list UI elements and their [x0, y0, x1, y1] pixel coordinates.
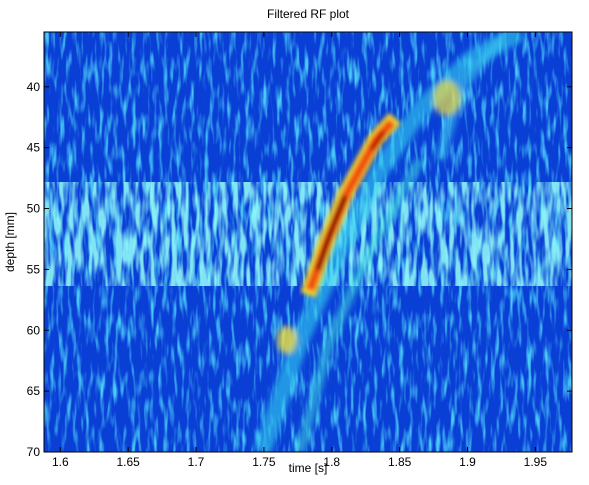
chart-title: Filtered RF plot [267, 7, 350, 21]
heatmap-image [44, 32, 572, 452]
x-tick-label: 1.8 [323, 455, 340, 469]
y-tick-label: 60 [27, 323, 41, 337]
x-tick-label: 1.7 [188, 455, 205, 469]
x-tick-label: 1.65 [116, 455, 140, 469]
y-axis-label: depth [mm] [3, 212, 17, 272]
y-tick-label: 55 [27, 262, 41, 276]
y-tick-label: 70 [27, 445, 41, 459]
x-axis-label: time [s] [289, 461, 328, 475]
y-tick-label: 40 [27, 80, 41, 94]
x-tick-label: 1.85 [388, 455, 412, 469]
y-tick-label: 45 [27, 141, 41, 155]
x-tick-label: 1.75 [252, 455, 276, 469]
y-tick-label: 65 [27, 384, 41, 398]
y-tick-label: 50 [27, 202, 41, 216]
x-tick-label: 1.6 [52, 455, 69, 469]
x-tick-label: 1.9 [459, 455, 476, 469]
x-tick-label: 1.95 [524, 455, 548, 469]
plot-frame [43, 31, 573, 453]
